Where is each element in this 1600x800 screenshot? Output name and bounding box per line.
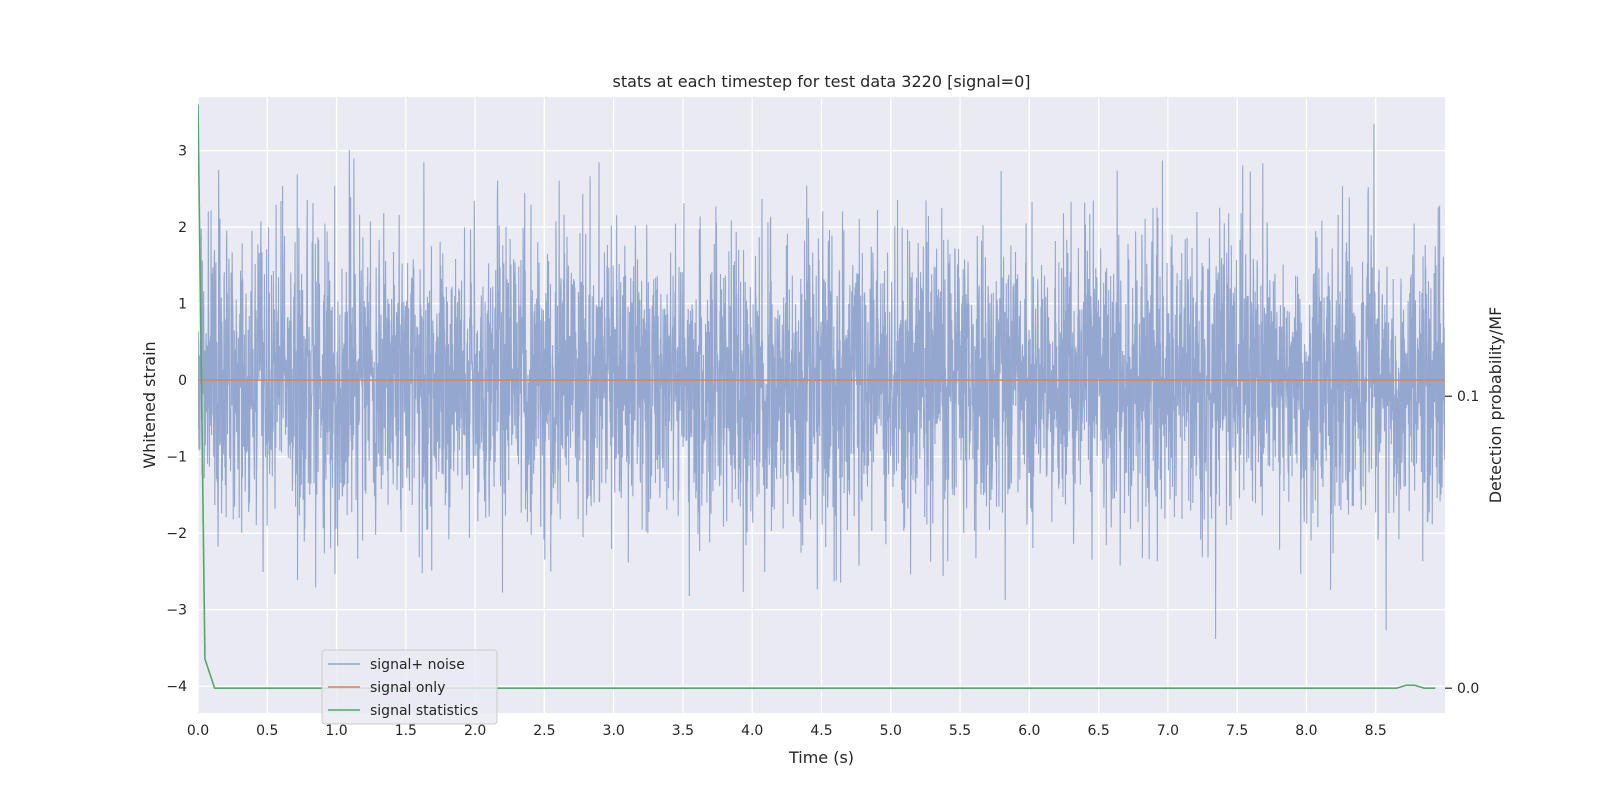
- x-tick-label: 3.0: [603, 723, 625, 739]
- x-tick-label: 4.0: [741, 723, 763, 739]
- x-tick-label: 3.5: [672, 723, 694, 739]
- x-tick-label: 7.5: [1226, 723, 1248, 739]
- y-tick-label: 0: [178, 373, 187, 389]
- legend-entry-signal-only: signal only: [370, 680, 445, 696]
- y-tick-label: −1: [166, 450, 187, 466]
- x-tick-label: 1.0: [325, 723, 347, 739]
- x-axis-label: Time (s): [788, 748, 854, 767]
- y-tick-label: −3: [166, 603, 187, 619]
- x-tick-label: 5.0: [880, 723, 902, 739]
- x-tick-label: 6.5: [1087, 723, 1109, 739]
- y-tick-label: 2: [178, 220, 187, 236]
- legend-entry-signal-noise: signal+ noise: [370, 657, 465, 673]
- series-line-signal-statistics: [198, 104, 1436, 689]
- x-axis-ticks: 0.0 0.5 1.0 1.5 2.0 2.5 3.0 3.5 4.0 4.5 5.0 5.5 6.0 6…: [187, 723, 1387, 739]
- series-line-signal-noise: [198, 123, 1445, 639]
- x-tick-label: 2.0: [464, 723, 486, 739]
- x-tick-label: 8.5: [1365, 723, 1387, 739]
- legend-box: [321, 649, 498, 725]
- y-tick-label: 3: [178, 144, 187, 160]
- y-tick-label: −2: [166, 526, 187, 542]
- legend: signal+ noise signal only signal statist…: [321, 649, 498, 725]
- y2-tick-label: 0.1: [1457, 389, 1479, 405]
- x-tick-label: 0.5: [256, 723, 278, 739]
- y-tick-label: −4: [166, 679, 187, 695]
- y2-axis-ticks: 0.1 0.0: [1445, 389, 1479, 697]
- x-tick-label: 2.5: [533, 723, 555, 739]
- x-tick-label: 4.5: [810, 723, 832, 739]
- x-tick-label: 8.0: [1295, 723, 1317, 739]
- x-tick-label: 6.0: [1018, 723, 1040, 739]
- legend-entry-signal-statistics: signal statistics: [370, 703, 478, 719]
- y-tick-label: 1: [178, 297, 187, 313]
- x-tick-label: 7.0: [1157, 723, 1179, 739]
- y2-tick-label: 0.0: [1457, 681, 1479, 697]
- x-tick-label: 1.5: [395, 723, 417, 739]
- y-axis-ticks: 3 2 1 0 −1 −2 −3 −4: [166, 144, 187, 696]
- y-axis-label: Whitened strain: [140, 341, 159, 468]
- y2-axis-label: Detection probability/MF: [1486, 307, 1505, 504]
- x-tick-label: 0.0: [187, 723, 209, 739]
- x-tick-label: 5.5: [949, 723, 971, 739]
- chart-title: stats at each timestep for test data 322…: [612, 72, 1030, 91]
